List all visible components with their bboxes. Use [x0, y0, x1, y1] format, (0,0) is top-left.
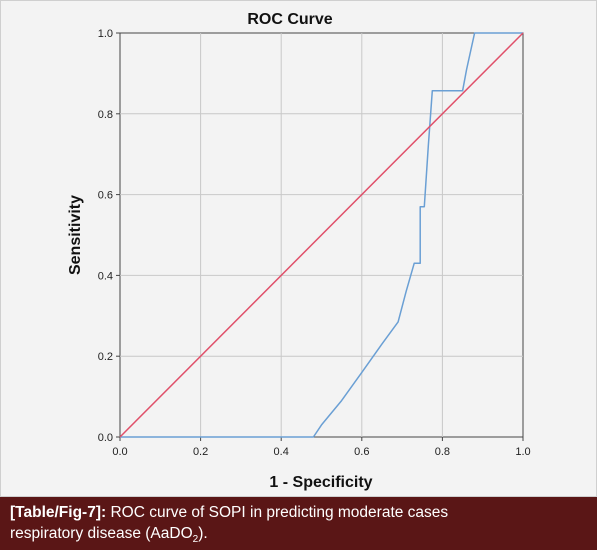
y-tick-label: 1.0	[98, 28, 113, 40]
x-tick-label: 1.0	[515, 446, 530, 458]
series-group	[119, 32, 524, 438]
caption-label: [Table/Fig-7]:	[10, 504, 107, 521]
y-tick-label: 0.8	[98, 109, 113, 121]
ticks: 0.0 0.2 0.4 0.6 0.8 1.0 0.0 0.2 0.4 0.6 0.8 1.0	[98, 28, 531, 458]
reference-diagonal-line	[119, 32, 524, 438]
figure-caption: [Table/Fig-7]: ROC curve of SOPI in pred…	[0, 497, 597, 550]
x-tick-label: 0.0	[112, 446, 127, 458]
y-axis-label: Sensitivity	[67, 195, 84, 275]
y-tick-label: 0.6	[98, 190, 113, 202]
x-axis-label: 1 - Specificity	[269, 474, 372, 491]
caption-subscript: 2	[192, 534, 199, 546]
roc-curve-line	[120, 32, 523, 438]
y-tick-label: 0.0	[98, 432, 113, 444]
x-tick-label: 0.6	[354, 446, 369, 458]
caption-text-line1: ROC curve of SOPI in predicting moderate…	[110, 504, 449, 521]
caption-text-line2: respiratory disease (AaDO	[10, 525, 193, 542]
y-tick-label: 0.4	[98, 270, 113, 282]
x-tick-label: 0.2	[193, 446, 208, 458]
roc-chart: 0.0 0.2 0.4 0.6 0.8 1.0 0.0 0.2 0.4 0.6 0.8 1.0 ROC…	[67, 11, 531, 491]
chart-title: ROC Curve	[247, 11, 332, 28]
caption-text-end: ).	[198, 525, 208, 542]
grid	[120, 33, 523, 437]
x-tick-label: 0.4	[274, 446, 289, 458]
x-tick-label: 0.8	[435, 446, 450, 458]
chart-panel: 0.0 0.2 0.4 0.6 0.8 1.0 0.0 0.2 0.4 0.6 0.8 1.0 ROC…	[0, 0, 597, 497]
y-tick-label: 0.2	[98, 351, 113, 363]
